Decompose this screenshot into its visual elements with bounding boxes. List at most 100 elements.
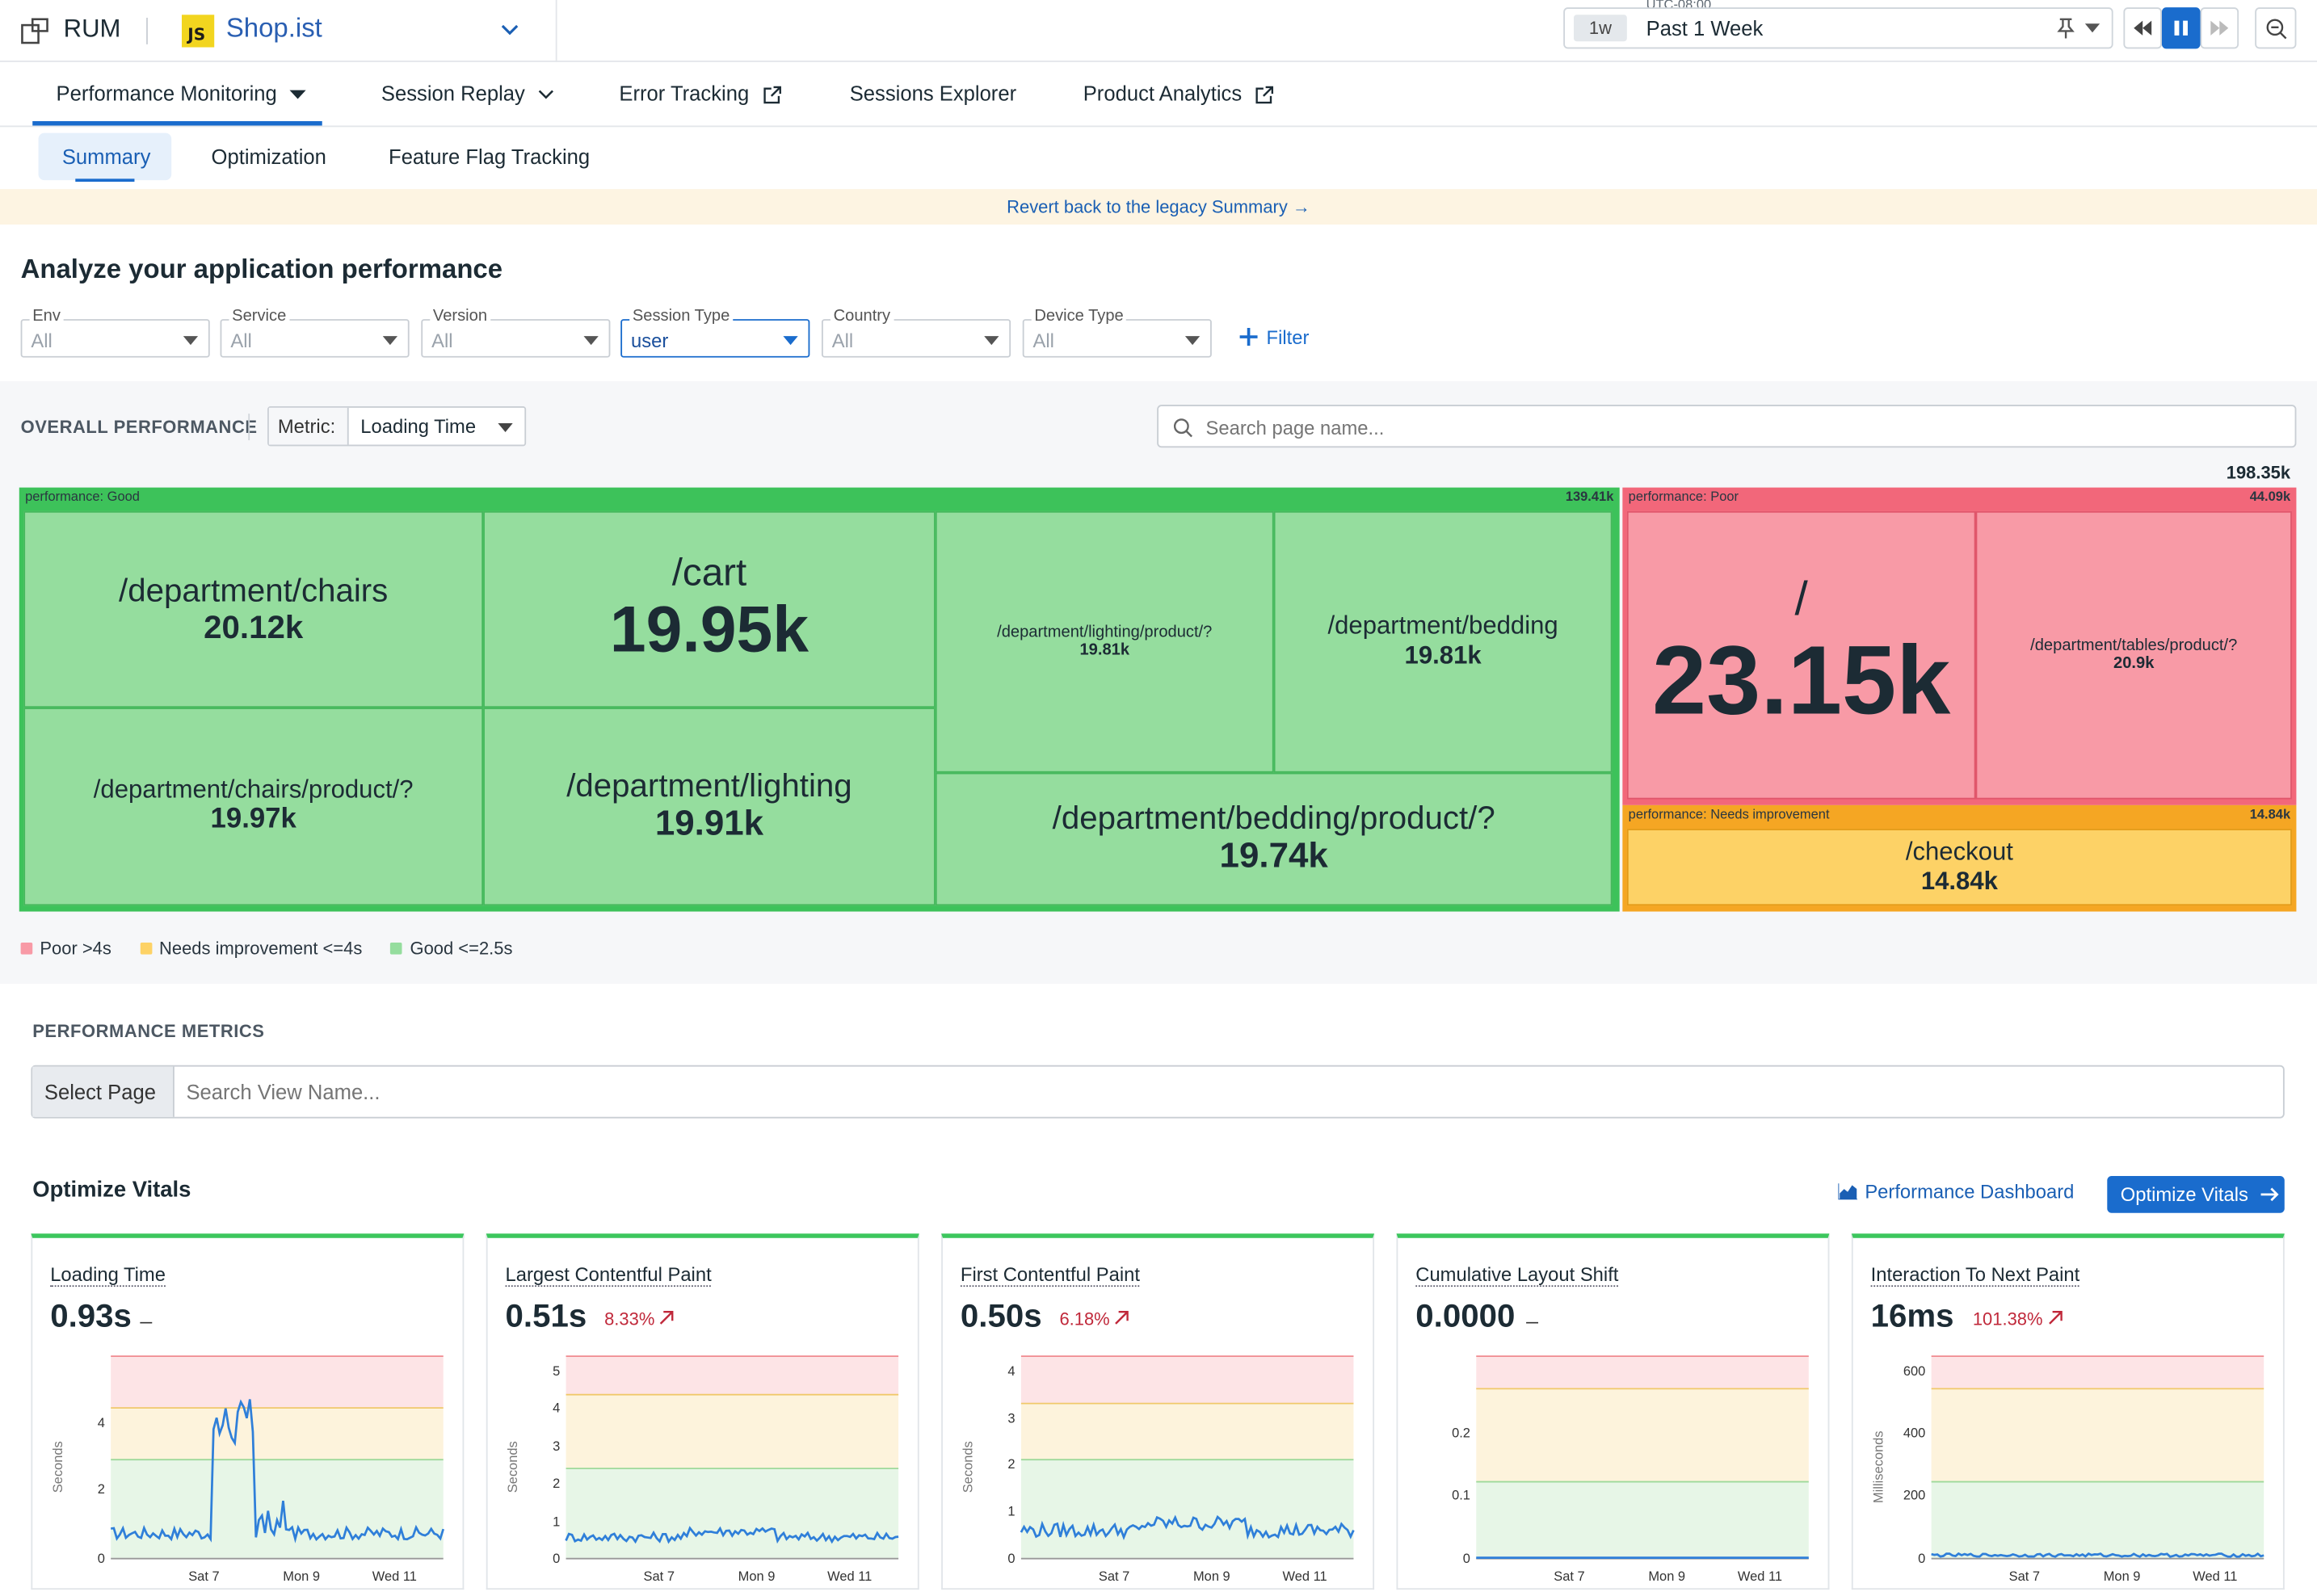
vital-value: 0.50s [960,1296,1042,1334]
nav-product-analytics[interactable]: Product Analytics [1083,82,1274,105]
tab-feature-flag-tracking[interactable]: Feature Flag Tracking [389,145,591,169]
treemap-tile[interactable]: /checkout 14.84k [1626,829,2292,906]
y-tick-label: 0.2 [1452,1426,1470,1441]
group-label: performance: Needs improvement [1628,806,1830,821]
filter-label: Service [229,307,289,326]
treemap-group-good[interactable]: performance: Good 139.41k /department/ch… [19,487,1620,912]
treemap-tile[interactable]: /department/bedding/product/? 19.74k [935,772,1613,906]
y-tick-label: 1 [553,1514,560,1529]
treemap-tile[interactable]: /department/lighting 19.91k [483,708,936,906]
group-header: performance: Needs improvement 14.84k [1622,805,2296,827]
legend-swatch [390,942,403,955]
filter-value: All [230,329,252,352]
vital-card-loading-time[interactable]: Loading Time 0.93s _ 4 2 0 Sat 7 Mon 9 Wed 11… [31,1233,465,1590]
vital-title[interactable]: Cumulative Layout Shift [1415,1262,1619,1287]
vital-chart: 4 2 0 Sat 7 Mon 9 Wed 11 Seconds [51,1355,445,1584]
threshold-band [1476,1481,1809,1559]
legacy-summary-link[interactable]: Revert back to the legacy Summary → [1007,196,1310,217]
treemap-group-poor[interactable]: performance: Poor 44.09k / 23.15k /depar… [1622,487,2297,805]
page-search-input[interactable] [1202,412,2238,442]
rewind-icon [2134,20,2152,36]
treemap-tile[interactable]: /department/bedding 19.81k [1273,510,1613,773]
optimize-vitals-button[interactable]: Optimize Vitals [2107,1175,2285,1213]
js-app-icon: JS [181,15,215,48]
caret-down-icon [1184,336,1201,346]
rewind-button[interactable] [2123,7,2162,49]
country-filter[interactable]: Country All [821,307,1011,358]
treemap-group-needs-improvement[interactable]: performance: Needs improvement 14.84k /c… [1622,804,2297,912]
y-tick-label: 5 [553,1364,560,1379]
y-tick-label: 0 [553,1552,560,1566]
vital-value: 16ms [1870,1296,1954,1334]
time-range-picker[interactable]: 1w Past 1 Week [1563,7,2113,49]
pause-button[interactable] [2161,7,2201,49]
threshold-band [1931,1481,2264,1559]
no-change-indicator: _ [140,1300,153,1324]
nav-session-replay[interactable]: Session Replay [381,82,554,105]
tile-name: /department/tables/product/? [2030,636,2238,655]
vital-card-cumulative-layout-shift[interactable]: Cumulative Layout Shift 0.0000 _ 0.2 0.1 0… [1396,1233,1830,1590]
treemap-total: 198.35k [2226,462,2291,484]
vital-card-interaction-to-next-paint[interactable]: Interaction To Next Paint 16ms 101.38% 6… [1851,1233,2285,1590]
y-tick-label: 0 [1007,1552,1015,1566]
vital-title[interactable]: Loading Time [50,1262,166,1287]
treemap-tile[interactable]: /department/chairs 20.12k [23,510,484,708]
vital-delta: 6.18% [1059,1308,1129,1330]
time-range-label: Past 1 Week [1646,16,1764,40]
performance-dashboard-link[interactable]: Performance Dashboard [1837,1180,2074,1203]
session-type-filter[interactable]: Session Type user [620,307,810,358]
external-link-icon [1255,86,1274,103]
tab-summary[interactable]: Summary [61,145,151,169]
chevron-down-icon [539,90,554,100]
treemap-tile[interactable]: / 23.15k [1626,510,1976,800]
fast-forward-button[interactable] [2200,7,2239,49]
x-tick-label: Mon 9 [1193,1569,1230,1584]
tab-optimization[interactable]: Optimization [211,145,326,169]
vital-card-largest-contentful-paint[interactable]: Largest Contentful Paint 0.51s 8.33% 5 4 3… [486,1233,919,1590]
legend-item: Poor >4s [20,938,111,959]
treemap-tile[interactable]: /department/lighting/product/? 19.81k [935,510,1274,773]
performance-metrics-title: PERFORMANCE METRICS [32,1020,265,1042]
y-tick-label: 3 [553,1439,560,1454]
treemap-tile[interactable]: /cart 19.95k [483,510,936,708]
pin-icon[interactable] [2055,16,2076,40]
filter-label: Env [29,307,64,326]
nav-sessions-explorer[interactable]: Sessions Explorer [850,82,1016,105]
nav-performance-monitoring[interactable]: Performance Monitoring [57,82,307,105]
zoom-out-button[interactable] [2255,7,2297,49]
add-filter-button[interactable]: Filter [1238,326,1309,349]
vital-title[interactable]: Interaction To Next Paint [1870,1262,2080,1287]
treemap-tile[interactable]: /department/chairs/product/? 19.97k [23,708,484,906]
device-type-filter[interactable]: Device Type All [1022,307,1212,358]
chevron-down-icon[interactable] [499,19,520,40]
tile-name: /department/bedding [1327,611,1558,640]
vital-chart: 4 3 2 1 0 Sat 7 Mon 9 Wed 11 Seconds [961,1355,1355,1584]
env-filter[interactable]: Env All [20,307,210,358]
view-name-search-input[interactable] [183,1075,2252,1108]
vital-title[interactable]: Largest Contentful Paint [505,1262,712,1287]
nav-error-tracking[interactable]: Error Tracking [619,82,781,105]
caret-down-icon [498,423,513,433]
vital-delta: 8.33% [604,1309,675,1329]
vital-title[interactable]: First Contentful Paint [960,1262,1140,1287]
group-header: performance: Poor 44.09k [1622,488,2296,510]
divider [555,0,557,62]
page-search[interactable] [1157,405,2297,448]
x-tick-label: Sat 7 [1554,1569,1584,1584]
caret-down-icon[interactable] [2084,22,2100,34]
threshold-band [111,1356,444,1409]
treemap-legend: Poor >4s Needs improvement <=4s Good <=2… [20,938,536,959]
metric-select[interactable]: Metric: Loading Time [267,406,527,447]
no-change-indicator: _ [1526,1300,1538,1324]
service-filter[interactable]: Service All [220,307,410,358]
app-name[interactable]: Shop.ist [225,13,322,44]
product-name[interactable]: RUM [63,15,121,44]
tile-name: /department/chairs/product/? [93,775,414,804]
delta-value: 6.18% [1059,1308,1110,1330]
version-filter[interactable]: Version All [421,307,611,358]
vital-card-first-contentful-paint[interactable]: First Contentful Paint 0.50s 6.18% 4 3 2 1 0… [941,1233,1375,1590]
select-page-button[interactable]: Select Page [32,1066,175,1117]
y-tick-label: 4 [98,1416,105,1430]
caret-down-icon [382,336,398,346]
treemap-tile[interactable]: /department/tables/product/? 20.9k [1975,510,2292,800]
